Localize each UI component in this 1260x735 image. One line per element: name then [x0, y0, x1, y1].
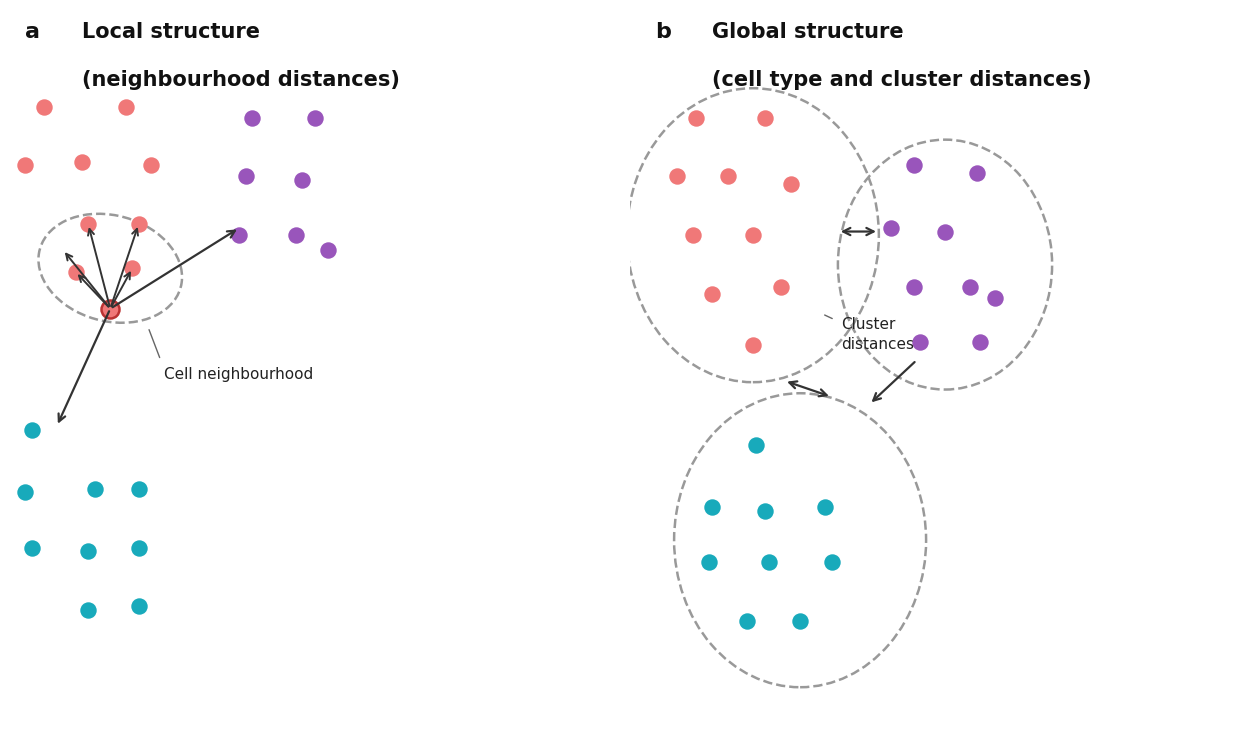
Point	[15, 487, 35, 498]
Text: Global structure: Global structure	[712, 22, 903, 42]
Point	[702, 501, 722, 513]
Point	[970, 336, 990, 348]
Point	[286, 229, 306, 241]
Point	[780, 178, 801, 190]
Point	[935, 226, 955, 237]
Text: Cell neighbourhood: Cell neighbourhood	[164, 368, 312, 382]
Point	[84, 483, 105, 495]
Point	[229, 229, 249, 241]
Point	[129, 483, 149, 495]
Point	[21, 542, 42, 553]
Point	[236, 171, 256, 182]
Point	[685, 112, 706, 123]
Point	[759, 556, 779, 568]
Point	[910, 336, 930, 348]
Text: (cell type and cluster distances): (cell type and cluster distances)	[712, 70, 1091, 90]
Point	[746, 439, 766, 451]
Point	[960, 281, 980, 293]
Point	[736, 615, 756, 627]
Point	[698, 556, 718, 568]
Point	[129, 542, 149, 553]
Point	[141, 159, 161, 171]
Text: Local structure: Local structure	[82, 22, 260, 42]
Point	[15, 159, 35, 171]
Point	[122, 262, 142, 274]
Point	[292, 174, 312, 186]
Point	[683, 229, 703, 241]
Point	[743, 340, 764, 351]
Text: b: b	[655, 22, 672, 42]
Point	[743, 229, 764, 241]
Point	[129, 600, 149, 612]
Text: (neighbourhood distances): (neighbourhood distances)	[82, 70, 399, 90]
Point	[966, 167, 987, 179]
Point	[702, 288, 722, 300]
Point	[129, 218, 149, 230]
Point	[756, 505, 776, 517]
Point	[718, 171, 738, 182]
Text: a: a	[25, 22, 40, 42]
Point	[903, 159, 924, 171]
Point	[668, 171, 688, 182]
Point	[66, 266, 86, 278]
Point	[78, 545, 98, 557]
Point	[822, 556, 842, 568]
Text: Cluster
distances: Cluster distances	[842, 317, 914, 352]
Point	[771, 281, 791, 293]
Point	[318, 244, 338, 256]
Point	[100, 303, 121, 315]
Point	[790, 615, 810, 627]
Point	[985, 292, 1005, 304]
Point	[242, 112, 262, 123]
Point	[815, 501, 835, 513]
Point	[882, 222, 902, 234]
Point	[116, 101, 136, 112]
Point	[78, 218, 98, 230]
Point	[305, 112, 325, 123]
Point	[34, 101, 54, 112]
Point	[72, 156, 92, 168]
Point	[78, 604, 98, 616]
Point	[756, 112, 776, 123]
Point	[21, 424, 42, 436]
Point	[903, 281, 924, 293]
